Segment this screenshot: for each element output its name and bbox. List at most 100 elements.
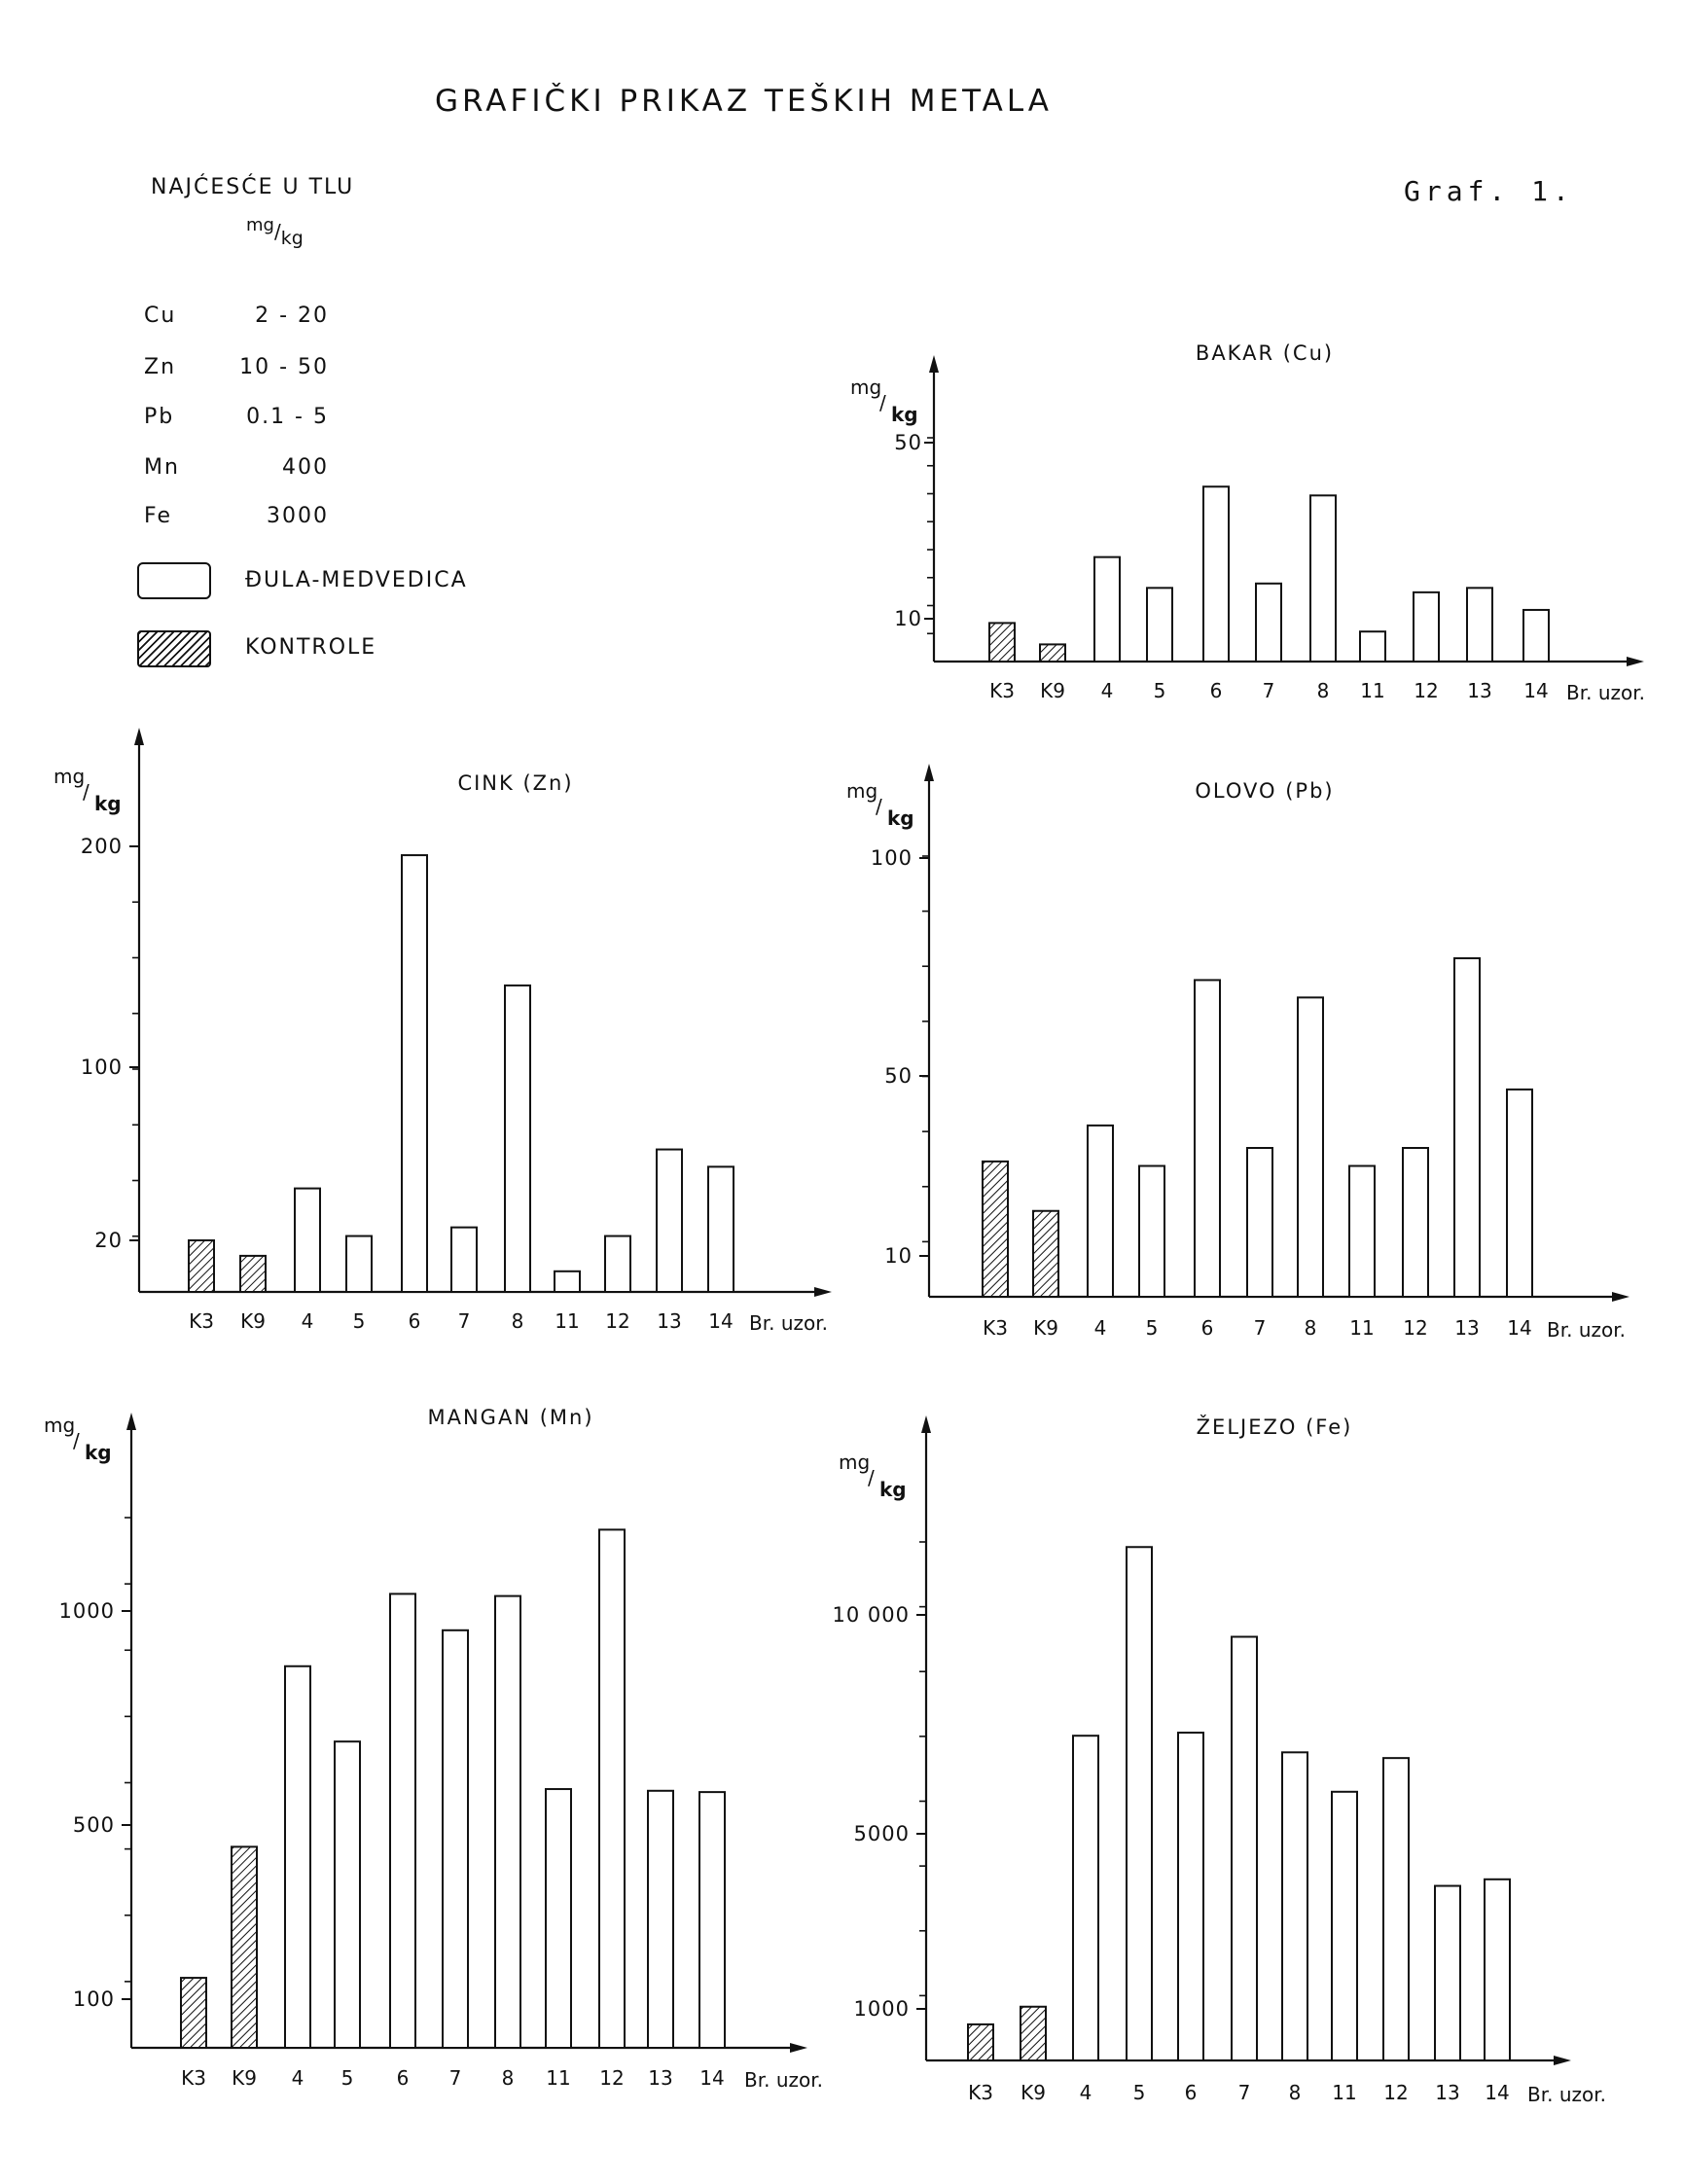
- x-tick-label: 4: [1101, 679, 1114, 702]
- y-axis-arrow: [929, 355, 939, 373]
- x-tick-label: K9: [1040, 679, 1065, 702]
- x-tick-label: 8: [1305, 1316, 1317, 1340]
- x-tick-label: 14: [1507, 1316, 1531, 1340]
- x-tick-label: 4: [302, 1309, 314, 1333]
- typical-element: Fe: [144, 504, 172, 528]
- typical-range: 400: [282, 455, 329, 480]
- x-axis-arrow: [1612, 1292, 1629, 1302]
- bar-site: [1359, 630, 1386, 663]
- y-unit-den: kg: [85, 1441, 112, 1464]
- x-tick-label: 7: [1263, 679, 1275, 702]
- x-tick-label: 4: [1094, 1316, 1107, 1340]
- legend-unit-num: mg: [246, 215, 274, 235]
- bar-site: [1522, 608, 1550, 663]
- bar-site: [1146, 587, 1173, 663]
- x-tick-label: 8: [502, 2066, 515, 2090]
- y-unit-num: mg: [54, 765, 85, 788]
- x-axis-arrow: [1627, 657, 1644, 666]
- y-unit-slash: /: [73, 1429, 80, 1452]
- x-tick-label: 13: [1435, 2081, 1459, 2104]
- x-tick-label: 11: [555, 1309, 579, 1333]
- y-axis-arrow: [921, 1415, 931, 1433]
- x-tick-label: 4: [292, 2066, 304, 2090]
- bar-site: [1331, 1790, 1358, 2062]
- x-axis-arrow: [1554, 2056, 1571, 2065]
- y-tick-label: 1000: [854, 1997, 910, 2021]
- bar-site: [604, 1235, 631, 1294]
- bar-control: [1039, 643, 1066, 663]
- y-tick-label: 100: [73, 1987, 115, 2011]
- chart-cu: BAKAR (Cu) mg/kg 10 50 K3 K9 4 5 6 7 8 11 12 13 14 Br. …: [850, 341, 1645, 704]
- y-unit-den: kg: [879, 1478, 907, 1501]
- typical-range: 2 - 20: [255, 304, 329, 328]
- typical-row-cu: Cu 2 - 20: [144, 304, 329, 328]
- bar-site: [1382, 1757, 1410, 2062]
- bar-control: [231, 1845, 258, 2049]
- bar-control: [1020, 2005, 1047, 2061]
- y-unit-den: kg: [891, 403, 918, 426]
- bar-site: [1453, 957, 1481, 1298]
- bar-control: [188, 1239, 215, 1293]
- page-title: GRAFIČKI PRIKAZ TEŠKIH METALA: [435, 84, 1054, 119]
- y-tick-label: 10: [884, 1244, 913, 1268]
- y-tick-label: 1000: [59, 1599, 115, 1623]
- bar-site: [1177, 1732, 1204, 2062]
- x-axis-label: Br. uzor.: [749, 1311, 828, 1335]
- x-tick-label: 7: [1254, 1316, 1267, 1340]
- y-axis-arrow: [134, 728, 144, 745]
- legend-swatch-site: [137, 562, 211, 599]
- x-tick-label: 12: [1403, 1316, 1427, 1340]
- bar-control: [180, 1977, 207, 2050]
- bar-site: [554, 1270, 581, 1294]
- bar-site: [1466, 587, 1493, 663]
- legend-swatch-control: [137, 630, 211, 667]
- figure-number: Graf. 1.: [1404, 175, 1574, 207]
- chart-zn: CINK (Zn) mg/kg 20 100 200 K3 K9 4 5 6 7 8 11 12 13 14 B…: [54, 728, 832, 1335]
- x-tick-label: 5: [1154, 679, 1166, 702]
- bar-control: [967, 2023, 994, 2061]
- x-tick-label: K9: [232, 2066, 257, 2090]
- bar-site: [1126, 1546, 1153, 2061]
- x-axis-label: Br. uzor.: [1566, 681, 1645, 704]
- x-tick-label: 6: [397, 2066, 410, 2090]
- bar-site: [450, 1226, 478, 1294]
- x-tick-label: 4: [1080, 2081, 1092, 2104]
- bar-site: [294, 1187, 321, 1293]
- x-axis-label: Br. uzor.: [744, 2068, 823, 2092]
- x-tick-label: 14: [1485, 2081, 1509, 2104]
- x-tick-label: 13: [648, 2066, 672, 2090]
- x-tick-label: 14: [1523, 679, 1548, 702]
- x-tick-label: 7: [1238, 2081, 1251, 2104]
- bar-site: [401, 854, 428, 1294]
- chart-title: CINK (Zn): [457, 771, 573, 795]
- bar-site: [1484, 1878, 1511, 2062]
- x-tick-label: K3: [989, 679, 1015, 702]
- bar-site: [1402, 1147, 1429, 1298]
- typical-range: 10 - 50: [239, 355, 329, 379]
- bar-control: [988, 622, 1016, 663]
- typical-row-fe: Fe 3000: [144, 504, 329, 528]
- bar-site: [504, 985, 531, 1293]
- bar-site: [1506, 1088, 1533, 1298]
- y-tick-label: 20: [94, 1229, 123, 1252]
- x-tick-label: 11: [1332, 2081, 1356, 2104]
- x-tick-label: K3: [181, 2066, 206, 2090]
- chart-mn: MANGAN (Mn) mg/kg 100 500 1000 K3 K9 4 5 6 7 8 11 12 1…: [44, 1406, 823, 2092]
- x-tick-label: 6: [409, 1309, 421, 1333]
- legend-heading: NAJĆESĆE U TLU: [151, 175, 355, 199]
- bar-site: [545, 1788, 572, 2050]
- x-tick-label: 8: [512, 1309, 524, 1333]
- bar-site: [1194, 979, 1221, 1298]
- x-axis-label: Br. uzor.: [1527, 2083, 1606, 2106]
- bar-site: [442, 1629, 469, 2050]
- x-tick-label: 7: [449, 2066, 462, 2090]
- bar-site: [494, 1594, 521, 2049]
- y-unit-slash: /: [868, 1466, 875, 1489]
- y-tick-label: 5000: [854, 1822, 910, 1845]
- y-tick-label: 100: [81, 1056, 123, 1079]
- typical-element: Pb: [144, 405, 175, 429]
- y-tick-label: 200: [81, 835, 123, 858]
- bar-control: [1032, 1209, 1059, 1298]
- y-tick-label: 10 000: [833, 1603, 910, 1627]
